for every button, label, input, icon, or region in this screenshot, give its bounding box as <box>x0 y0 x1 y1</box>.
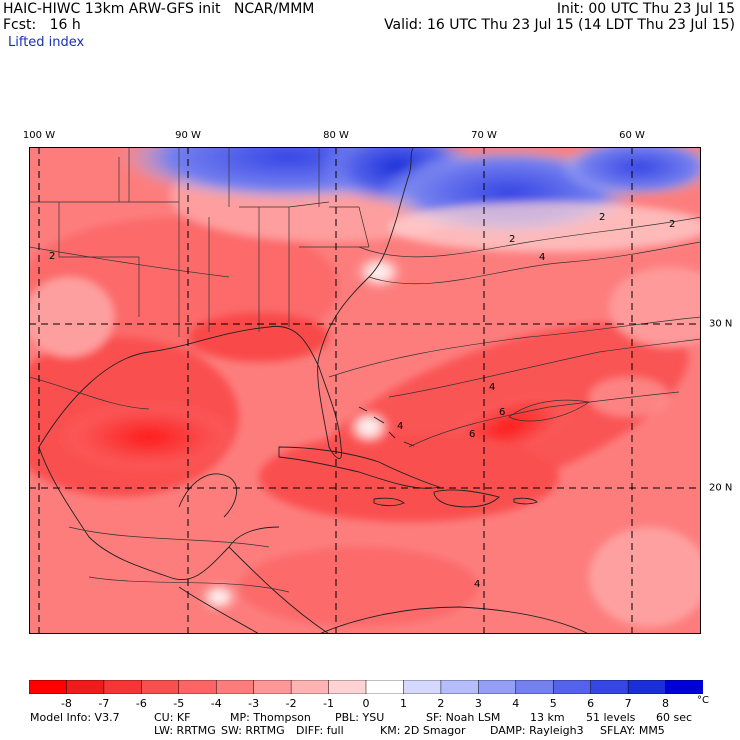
colorbar-tick-label: 4 <box>512 697 520 710</box>
colorbar-cell <box>665 680 703 694</box>
variable-name: Lifted index <box>8 35 85 50</box>
colorbar-unit: °C <box>697 695 709 706</box>
colorbar-tick-label: -8 <box>60 697 72 710</box>
model-info-levels: 51 levels <box>586 711 636 724</box>
model-info-sw: SW: RRTMG <box>221 724 285 737</box>
model-info-lw: LW: RRTMG <box>154 724 216 737</box>
lifted-index-map: 2 2 2 2 4 4 6 4 6 4 <box>29 147 701 634</box>
colorbar-cell <box>478 680 517 694</box>
colorbar-cell <box>253 680 292 694</box>
forecast-hour: Fcst: 16 h <box>3 17 81 33</box>
colorbar-cell <box>66 680 105 694</box>
valid-time: Valid: 16 UTC Thu 23 Jul 15 (14 LDT Thu … <box>384 17 735 33</box>
colorbar-tick-label: -7 <box>98 697 110 710</box>
colorbar-tick-label: 7 <box>624 697 632 710</box>
colorbar-cell <box>103 680 143 694</box>
colorbar-tick-label: -6 <box>135 697 147 710</box>
model-info-sf: SF: Noah LSM <box>426 711 501 724</box>
colorbar-cell <box>29 680 68 694</box>
model-info-km: KM: 2D Smagor <box>380 724 466 737</box>
lon-label-70w: 70 W <box>471 130 497 141</box>
colorbar-tick-label: -4 <box>210 697 222 710</box>
lat-label-20n: 20 N <box>709 482 733 494</box>
model-info-timestep: 60 sec <box>656 711 693 724</box>
contour-label: 2 <box>49 251 55 262</box>
colorbar-cell <box>215 680 255 694</box>
colorbar-cell <box>403 680 442 694</box>
model-info-version: Model Info: V3.7 <box>30 711 120 724</box>
contour-label: 4 <box>397 421 403 432</box>
colorbar-tick-label: -1 <box>323 697 335 710</box>
colorbar-tick-label: 5 <box>549 697 557 710</box>
contour-label: 4 <box>539 252 545 263</box>
contour-label: 4 <box>489 382 495 393</box>
colorbar-cell <box>627 680 667 694</box>
colorbar-cell <box>365 680 405 694</box>
model-info-mp: MP: Thompson <box>230 711 311 724</box>
model-info-pbl: PBL: YSU <box>335 711 385 724</box>
colorbar-cell <box>141 680 180 694</box>
lon-label-60w: 60 W <box>619 130 645 141</box>
model-info-sflay: SFLAY: MM5 <box>600 724 665 737</box>
colorbar-tick-label: 0 <box>362 697 370 710</box>
colorbar-cell <box>515 680 554 694</box>
colorbar-cell <box>290 680 330 694</box>
colorbar-cell <box>590 680 629 694</box>
model-info-res: 13 km <box>530 711 565 724</box>
colorbar-cell <box>328 680 367 694</box>
colorbar <box>29 680 703 694</box>
model-title: HAIC-HIWC 13km ARW-GFS init NCAR/MMM <box>3 1 315 17</box>
colorbar-tick-label: 6 <box>587 697 595 710</box>
colorbar-tick-label: -3 <box>248 697 260 710</box>
lon-label-90w: 90 W <box>175 130 201 141</box>
model-info-cu: CU: KF <box>154 711 191 724</box>
colorbar-cell <box>552 680 592 694</box>
lon-label-100w: 100 W <box>22 130 56 141</box>
model-info-damp: DAMP: Rayleigh3 <box>490 724 584 737</box>
contour-label: 4 <box>474 579 480 590</box>
colorbar-tick-label: -2 <box>285 697 297 710</box>
contour-label: 2 <box>509 234 515 245</box>
colorbar-tick-label: 3 <box>474 697 482 710</box>
colorbar-cell <box>178 680 217 694</box>
colorbar-tick-label: -5 <box>173 697 185 710</box>
contour-label: 6 <box>499 407 505 418</box>
lon-label-80w: 80 W <box>323 130 349 141</box>
init-time: Init: 00 UTC Thu 23 Jul 15 <box>556 1 735 17</box>
contour-label: 6 <box>469 429 475 440</box>
colorbar-tick-label: 1 <box>399 697 407 710</box>
colorbar-tick-label: 8 <box>662 697 670 710</box>
contour-label: 2 <box>599 212 605 223</box>
lat-label-30n: 30 N <box>709 318 733 330</box>
colorbar-cell <box>440 680 480 694</box>
contour-label: 2 <box>669 219 675 230</box>
model-info-diff: DIFF: full <box>296 724 344 737</box>
colorbar-tick-label: 2 <box>437 697 445 710</box>
